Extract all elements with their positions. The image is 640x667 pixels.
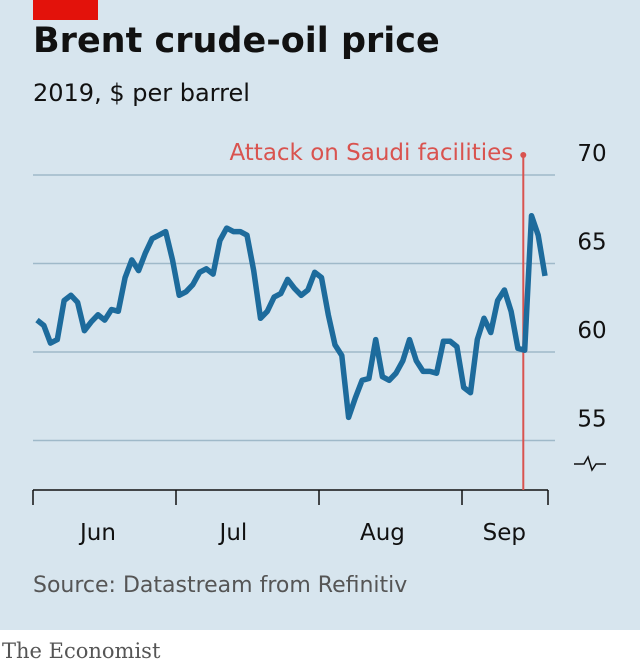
x-tick-label: Sep (483, 520, 526, 546)
x-axis-ticks (32, 490, 549, 505)
source-note: Source: Datastream from Refinitiv (33, 573, 407, 598)
y-tick-label: 65 (577, 229, 606, 255)
x-tick-label: Aug (360, 520, 405, 546)
chart-title: Brent crude-oil price (33, 21, 440, 61)
price-line (35, 212, 548, 421)
annotation-dot (520, 152, 527, 158)
x-tick-label: Jul (218, 520, 248, 546)
brand-tag (33, 0, 98, 20)
chart-subtitle: 2019, $ per barrel (33, 79, 250, 107)
brand: The Economist (2, 639, 161, 663)
annotation: Attack on Saudi facilities (229, 140, 513, 166)
axis-break (574, 455, 606, 472)
y-tick-label: 55 (577, 406, 606, 432)
x-tick-label: Jun (78, 520, 116, 546)
y-tick-label: 70 (577, 141, 606, 167)
y-tick-label: 60 (577, 318, 606, 344)
